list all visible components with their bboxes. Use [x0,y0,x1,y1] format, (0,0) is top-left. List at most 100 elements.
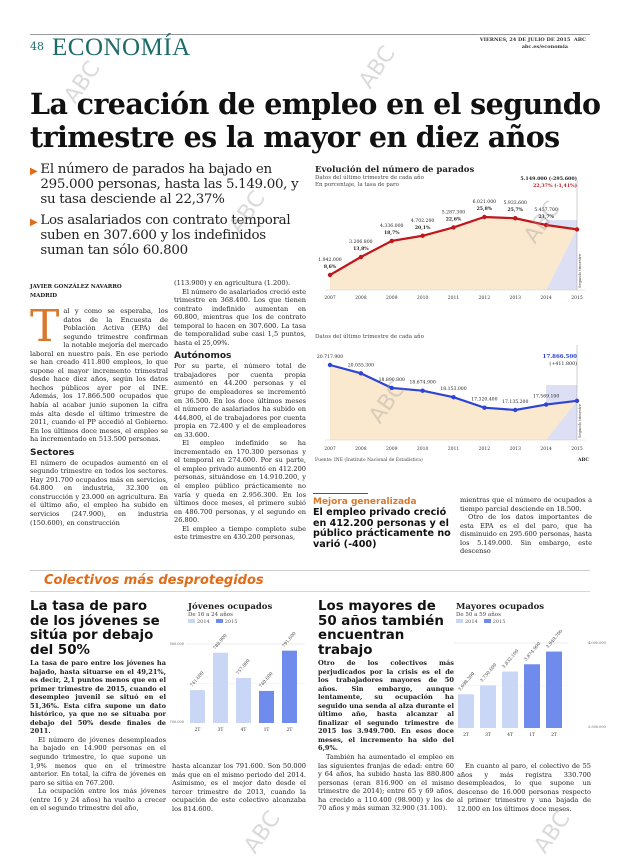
data-label: 17.569.100 [533,394,559,400]
x-tick-label: 2010 [417,446,429,452]
jovenes-chart-header: Jóvenes ocupados De 16 a 24 años 2014 20… [188,602,272,625]
bar [236,677,251,723]
area-fill [330,365,577,440]
rate-label: 25,8% [477,206,493,212]
data-label: 3.949.700 [545,630,564,650]
chart-subtitle: En porcentaje, la tasa de paro [315,182,399,188]
y-axis-label: 800.000 [170,642,184,646]
x-tick-label: 2012 [479,446,491,452]
rate-label: 23,7% [538,214,554,220]
date: VIERNES, 24 DE JULIO DE 2015 [479,37,571,43]
summary-bullet: ▶ El número de parados ha bajado en 295.0… [30,162,310,207]
x-tick-label: 3T [218,727,224,733]
jovenes-column-2: hasta alcanzar los 791.600. Son 50.000 m… [172,762,306,813]
article-column-2: (113.900) y en agricultura (1.200). El n… [174,279,306,542]
section-banner: Colectivos más desprotegidos [30,570,590,592]
chart-source: Fuente: INE (Instituto Nacional de Estad… [315,458,423,463]
data-point [574,398,580,404]
chart-legend: 2014 2015 [456,619,544,625]
x-tick-label: 1T [529,732,535,738]
data-label: 17.320.400 [471,397,497,403]
data-point [358,254,364,260]
paragraph: (113.900) y en agricultura (1.200). [174,279,291,287]
x-tick-label: 4T [241,727,247,733]
header-rule [30,34,590,35]
data-label: 5.457.700 [534,207,557,213]
bar [480,685,496,728]
highlight-label: Segundo trimestre [578,254,582,288]
banner-title: Colectivos más desprotegidos [44,573,264,588]
paragraph: El empleo indefinido se ha incrementado … [174,439,306,525]
rate-label: 8,6% [324,264,337,270]
data-label: 757.000 [235,658,252,676]
bar [259,690,274,723]
rate-label: 13,8% [353,246,369,252]
bar [282,650,297,723]
summary-bullets: ▶ El número de parados ha bajado en 295.0… [30,162,310,264]
subhead-sectores: Sectores [30,447,75,458]
data-label: 17.866.500 [543,354,578,360]
area-fill [330,217,577,290]
paragraph: Por su parte, el número total de trabaja… [174,362,306,439]
x-tick-label: 2011 [448,295,460,301]
paragraph: El número de ocupados aumentó en el segu… [30,458,168,527]
highlight-label: Segundo trimestre [578,404,582,438]
drop-cap: T [30,301,60,352]
data-label: 6.021.000 [473,199,496,205]
change-label: (+411.800) [549,360,577,367]
paragraph: La tasa de paro entre los jóvenes ha baj… [30,659,166,736]
article-column-4: mientras que el número de ocupados a tie… [460,496,592,556]
data-point [574,227,580,232]
data-label: 4.336.000 [380,223,403,229]
abc-watermark: ABC [529,806,576,858]
chart-subtitle: De 16 a 24 años [188,612,233,618]
location: MADRID [30,293,58,299]
rate-label: 18,7% [384,230,400,236]
subhead-autonomos: Autónomos [174,351,232,362]
y-axis-label: 3.500.000 [588,725,606,729]
data-label: 3.698.300 [457,671,476,693]
rate-label: 20,1% [415,225,431,231]
x-tick-label: 2013 [510,446,522,452]
x-tick-label: 2008 [355,295,367,301]
data-label: 740.600 [258,671,275,689]
mayores-chart-header: Mayores ocupados De 50 a 59 años 2014 20… [456,602,544,625]
data-label: 4.702.200 [411,218,434,224]
brand: ABC [573,37,586,43]
x-tick-label: 3T [485,732,491,738]
paragraph: En cuanto al paro, el colectivo de 55 añ… [457,762,591,813]
x-tick-label: 1T [264,727,270,733]
y-axis-label: 700.000 [170,720,184,724]
x-tick-label: 2T [287,727,293,733]
parados-chart-header: Evolución del número de parados Datos de… [315,165,474,189]
data-point [543,222,549,228]
paragraph: La ocupación entre los más jóvenes (entr… [30,787,166,813]
paragraph: Otro de los colectivos más perjudicados … [318,659,454,753]
chart-credit: ABC [578,458,589,463]
chart-title: Jóvenes ocupados [188,602,273,612]
rate-label: 22,37% (-1,41%) [533,182,577,189]
jovenes-title: La tasa de paro de los jóvenes se sitúa … [30,599,160,658]
bar [524,664,540,728]
x-tick-label: 2T [551,732,557,738]
summary-bullet: ▶ Los asalariados con contrato temporal s… [30,213,310,258]
section-title: ECONOMÍA [52,34,191,61]
data-label: 3.206.800 [349,239,372,245]
jovenes-bar-chart: 800.000 700.000 2T 741.600 3T 788.900 4T 757.00… [170,631,305,733]
chart-subtitle: Datos del último trimestre de cada año [315,334,424,340]
data-label: 788.900 [212,633,229,651]
data-label: 5.287.300 [442,209,465,215]
x-tick-label: 2T [195,727,201,733]
bar [213,652,228,723]
x-tick-label: 2014 [540,295,552,301]
data-label: 1.942.000 [318,257,341,263]
author: JAVIER GONZÁLEZ NAVARRO [30,284,122,290]
abc-watermark: ABC [239,806,286,858]
bar [546,651,562,728]
triangle-icon: ▶ [30,217,38,228]
data-label: 3.750.600 [479,662,498,684]
mayores-column-2: En cuanto al paro, el colectivo de 55 añ… [457,762,591,813]
rate-label: 25,7% [507,207,523,213]
data-point [451,395,456,400]
legend-item-2015: 2015 [215,619,237,625]
